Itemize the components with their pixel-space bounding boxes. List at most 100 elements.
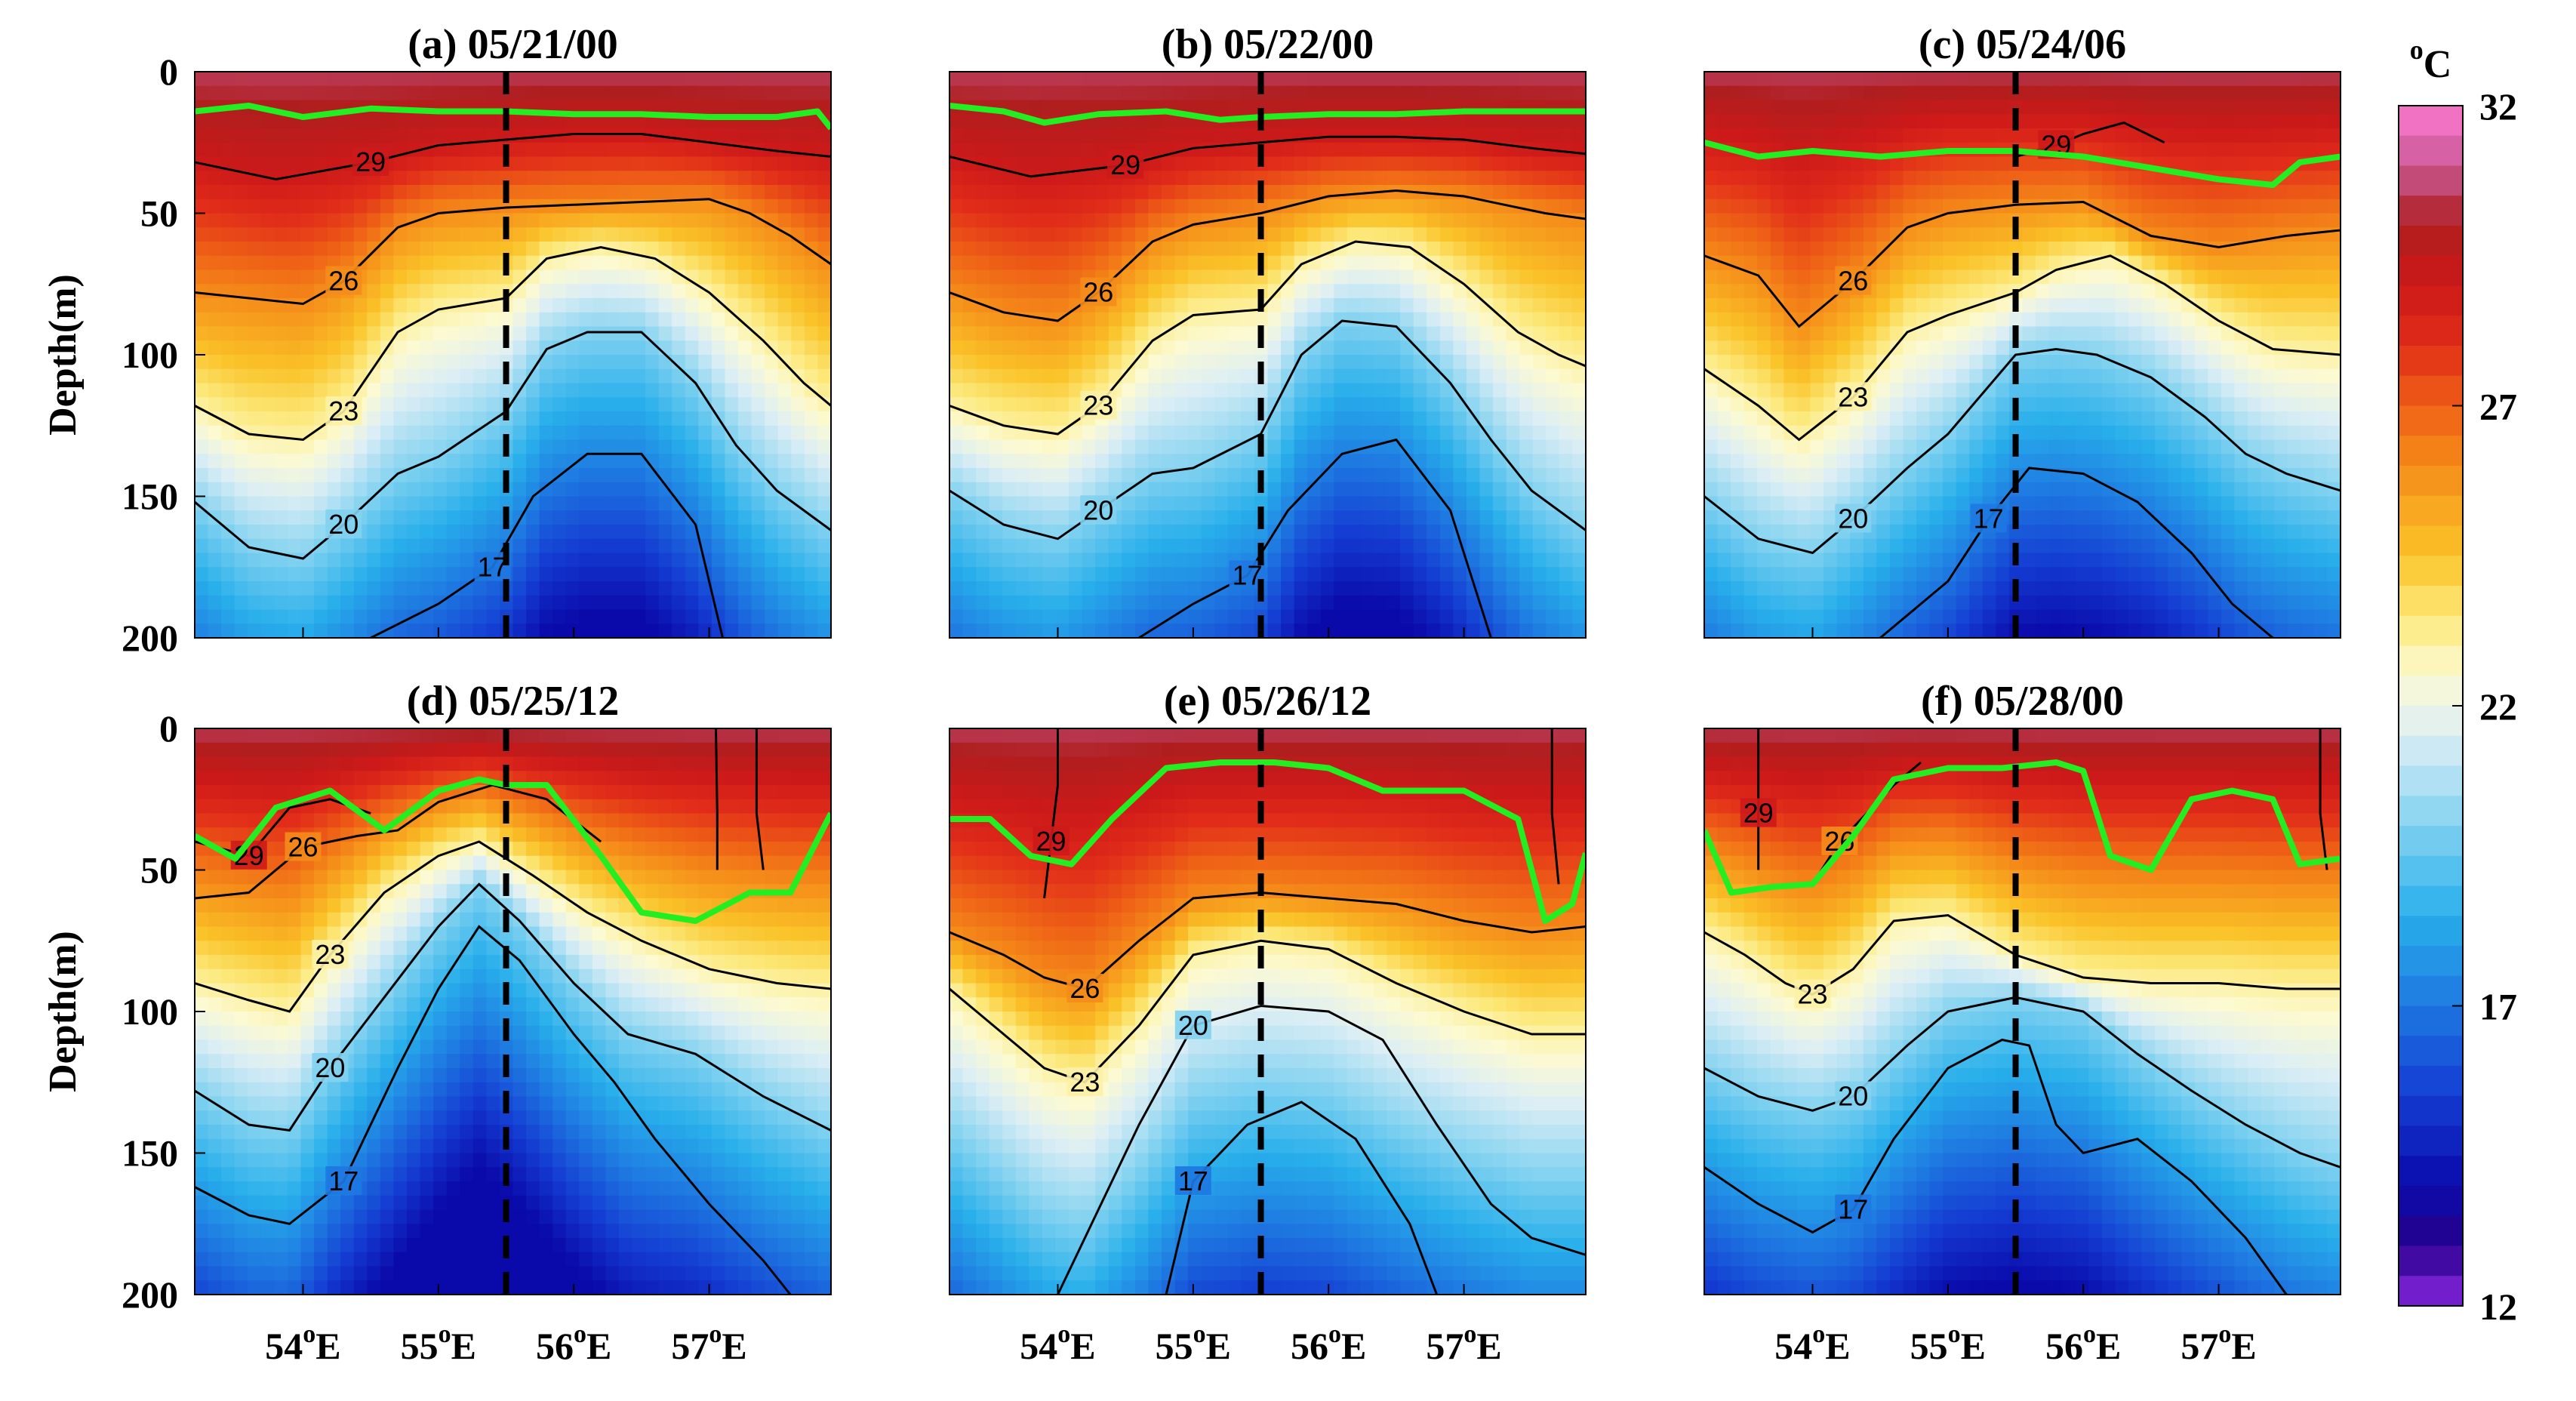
field-cell — [248, 482, 262, 497]
field-cell — [367, 595, 381, 611]
field-cell — [1122, 213, 1136, 229]
field-cell — [1546, 284, 1560, 299]
field-cell — [1227, 397, 1242, 412]
field-cell — [1320, 482, 1335, 497]
field-cell — [1002, 269, 1017, 285]
field-cell — [433, 525, 448, 540]
field-cell — [1360, 255, 1374, 271]
field-cell — [248, 142, 262, 158]
field-cell — [1717, 425, 1731, 441]
field-cell — [1743, 128, 1759, 143]
field-cell — [658, 525, 673, 540]
field-cell — [1519, 553, 1534, 568]
field-cell — [1055, 85, 1069, 101]
field-cell — [1903, 581, 1917, 596]
field-cell — [367, 227, 381, 242]
field-cell — [208, 213, 222, 229]
field-cell — [1889, 482, 1904, 497]
field-cell — [1214, 340, 1229, 356]
field-cell — [1122, 553, 1136, 568]
field-cell — [1572, 242, 1586, 257]
field-cell — [1810, 439, 1824, 455]
field-cell — [658, 439, 673, 455]
field-cell — [314, 242, 328, 257]
field-cell — [1796, 326, 1811, 342]
field-cell — [698, 439, 712, 455]
field-cell — [300, 383, 315, 399]
field-cell — [1426, 397, 1441, 412]
field-cell — [711, 482, 726, 497]
field-cell — [1307, 100, 1322, 115]
field-cell — [287, 425, 302, 441]
field-cell — [1996, 100, 2010, 115]
field-cell — [1413, 156, 1428, 172]
field-cell — [1320, 510, 1335, 525]
field-cell — [1439, 171, 1454, 186]
field-cell — [725, 454, 739, 469]
field-cell — [1903, 114, 1917, 129]
field-cell — [989, 468, 1004, 483]
field-cell — [592, 425, 607, 441]
field-cell — [407, 326, 421, 342]
field-cell — [751, 185, 765, 200]
field-cell — [605, 213, 620, 229]
field-cell — [260, 454, 275, 469]
field-cell — [407, 510, 421, 525]
field-cell — [1519, 411, 1534, 426]
field-cell — [260, 340, 275, 356]
field-cell — [1400, 227, 1414, 242]
field-cell — [1029, 156, 1043, 172]
field-cell — [1254, 383, 1269, 399]
field-cell — [248, 567, 262, 582]
field-cell — [1824, 284, 1838, 299]
field-cell — [526, 553, 540, 568]
field-cell — [446, 85, 461, 101]
field-cell — [552, 411, 567, 426]
field-cell — [1810, 355, 1824, 370]
field-cell — [1546, 454, 1560, 469]
field-cell — [751, 100, 765, 115]
field-cell — [1493, 85, 1507, 101]
field-cell — [1731, 439, 1745, 455]
field-cell — [1188, 383, 1202, 399]
field-cell — [1413, 411, 1428, 426]
field-cell — [1506, 368, 1520, 384]
field-cell — [1439, 312, 1454, 328]
field-cell — [725, 326, 739, 342]
field-cell — [1453, 624, 1467, 638]
field-cell — [433, 355, 448, 370]
field-cell — [1743, 156, 1759, 172]
field-cell — [1267, 128, 1282, 143]
field-cell — [962, 383, 977, 399]
field-cell — [353, 482, 368, 497]
field-cell — [777, 468, 792, 483]
field-cell — [1227, 142, 1242, 158]
field-cell — [1346, 567, 1362, 582]
field-cell — [1996, 624, 2010, 638]
field-cell — [367, 114, 381, 129]
field-cell — [1029, 340, 1043, 356]
field-cell — [221, 482, 235, 497]
field-cell — [1743, 368, 1759, 384]
field-cell — [1307, 340, 1322, 356]
field-cell — [632, 468, 646, 483]
field-cell — [1850, 368, 1864, 384]
field-cell — [685, 567, 700, 582]
field-cell — [1757, 340, 1771, 356]
field-cell — [274, 340, 288, 356]
field-cell — [300, 185, 315, 200]
field-cell — [672, 567, 686, 582]
field-cell — [1479, 255, 1494, 271]
field-cell — [1850, 242, 1864, 257]
field-cell — [949, 326, 964, 342]
field-cell — [711, 510, 726, 525]
field-cell — [1916, 411, 1931, 426]
field-cell — [1916, 425, 1931, 441]
field-cell — [1903, 340, 1917, 356]
field-cell — [976, 242, 990, 257]
field-cell — [1770, 185, 1785, 200]
field-cell — [446, 355, 461, 370]
field-cell — [698, 100, 712, 115]
field-cell — [1320, 156, 1335, 172]
field-cell — [1374, 199, 1388, 214]
